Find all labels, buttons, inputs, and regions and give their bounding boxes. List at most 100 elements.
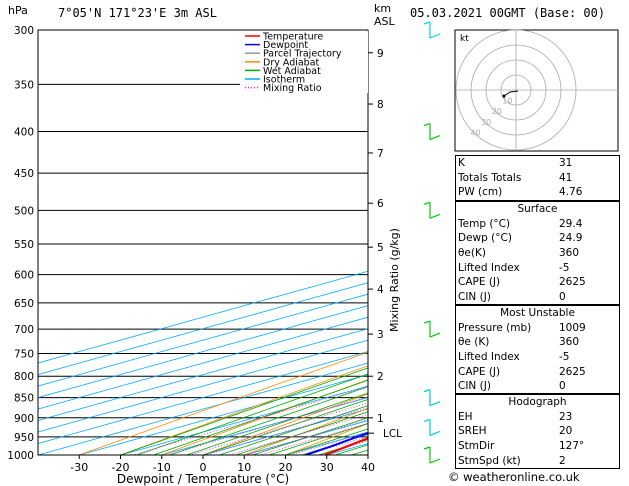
index-value: -5 [559,351,570,364]
wet-adiabat-line [169,386,368,455]
index-row: SREH 20 [456,424,619,439]
wind-barb-flag [423,122,431,127]
index-row: CIN (J) 0 [456,379,619,394]
index-row: StmSpd (kt) 2 [456,453,619,468]
asl-label: ASL [374,15,395,28]
hodograph-storm-marker [502,94,506,98]
footer-credit[interactable]: © weatheronline.co.uk [448,470,580,484]
hodograph-table: Hodograph EH 23 SREH 20 StmDir 127° StmSpd … [456,395,619,468]
legend-label: Temperature [262,32,323,43]
index-row: Lifted Index -5 [456,350,619,365]
pressure-tick-label: 850 [14,393,34,405]
chart-axes: 1234681016202530035040045050055060065070… [7,25,402,486]
x-axis-label: Dewpoint / Temperature (°C) [117,472,289,486]
surface-box: Surface Temp (°C) 29.4 Dewp (°C) 24.9 θe(K… [455,201,620,305]
index-row: Lifted Index -5 [456,260,619,275]
lcl-label: LCL [383,428,402,440]
index-row: Temp (°C) 29.4 [456,217,619,232]
index-value: 2625 [559,276,586,289]
index-row: θe(K) 360 [456,246,619,261]
dry-adiabat-line [79,351,368,455]
index-row: θe (K) 360 [456,335,619,350]
hodograph-unit-label: kt [460,34,469,44]
unstable-title: Most Unstable [500,307,575,320]
index-key: Pressure (mb) [458,321,532,334]
pressure-tick-label: 550 [14,239,34,251]
index-value: 360 [559,336,580,349]
wind-barb-flag [429,33,441,39]
hodograph-title: Hodograph [508,396,567,409]
mixing-ratio-line [189,402,368,455]
pressure-tick-label: 400 [14,127,34,139]
km-tick-label: 1 [377,413,384,425]
index-key: θe (K) [458,336,490,349]
wind-barb-flag [429,213,441,219]
index-key: Lifted Index [458,261,520,274]
legend-label: Dry Adiabat [263,57,320,68]
index-row: Pressure (mb) 1009 [456,321,619,336]
isotherm-line [38,362,368,455]
index-value: 23 [559,410,573,423]
isotherm-line [38,328,368,421]
mixing-ratio-axis-label: Mixing Ratio (g/kg) [388,228,401,332]
index-key: θe(K) [458,247,486,260]
x-tick-label: -30 [70,461,88,474]
index-value: 20 [559,425,573,438]
wind-barb-flag [423,418,431,423]
wind-barb-flag [429,401,441,407]
index-row: K 31 [456,156,619,171]
unstable-table: Most Unstable Pressure (mb) 1009 θe (K) 36… [456,306,619,394]
surface-title: Surface [517,203,558,216]
hodograph-ring-label: 40 [470,128,480,137]
location-title: 7°05'N 171°23'E 3m ASL [58,6,217,20]
pressure-tick-label: 750 [14,348,34,360]
isotherm-line [79,374,368,455]
index-key: EH [458,410,473,423]
index-row: Totals Totals 41 [456,171,619,186]
index-key: StmSpd (kt) [458,454,521,467]
legend-label: Dewpoint [263,40,308,51]
index-value: 4.76 [559,186,583,199]
surface-table: Surface Temp (°C) 29.4 Dewp (°C) 24.9 θe(K… [456,202,619,304]
pressure-tick-label: 450 [14,168,34,180]
wind-barbs [423,21,441,464]
index-key: Temp (°C) [458,217,511,230]
pressure-tick-label: 800 [14,371,34,383]
wind-barb-flag [423,21,431,25]
hodograph-trace [503,90,519,97]
pressure-tick-label: 650 [14,298,34,310]
x-tick-label: 30 [320,461,334,474]
index-key: CAPE (J) [458,276,501,289]
km-tick-label: 2 [377,371,384,383]
indices-top-box: K 31 Totals Totals 41 PW (cm) 4.76 [455,155,620,201]
pressure-tick-label: 600 [14,270,34,282]
wind-barb-flag [423,446,431,450]
km-tick-label: 5 [377,242,384,254]
wind-barb-flag [429,134,441,141]
mixing-ratio-line [246,418,368,455]
km-tick-label: 7 [377,148,384,160]
index-key: Lifted Index [458,351,520,364]
isotherm-line [38,339,368,433]
index-row: EH 23 [456,410,619,425]
wet-adiabat-line [153,379,368,455]
index-row: CAPE (J) 2625 [456,275,619,290]
index-value: 127° [559,440,585,453]
x-tick-label: 20 [279,461,293,474]
index-value: 31 [559,157,573,170]
dry-adiabat-line [202,393,368,455]
legend-label: Mixing Ratio [263,83,322,94]
x-tick-label: -10 [153,461,171,474]
mixing-ratio-line [132,386,368,455]
index-key: SREH [458,425,487,438]
legend-background [240,31,368,93]
hodograph-ring-label: 10 [502,97,512,106]
index-value: 24.9 [559,232,583,245]
x-tick-label: -20 [112,461,130,474]
isotherm-line [120,385,368,455]
index-value: -5 [559,261,570,274]
wind-barb-flag [429,430,441,437]
